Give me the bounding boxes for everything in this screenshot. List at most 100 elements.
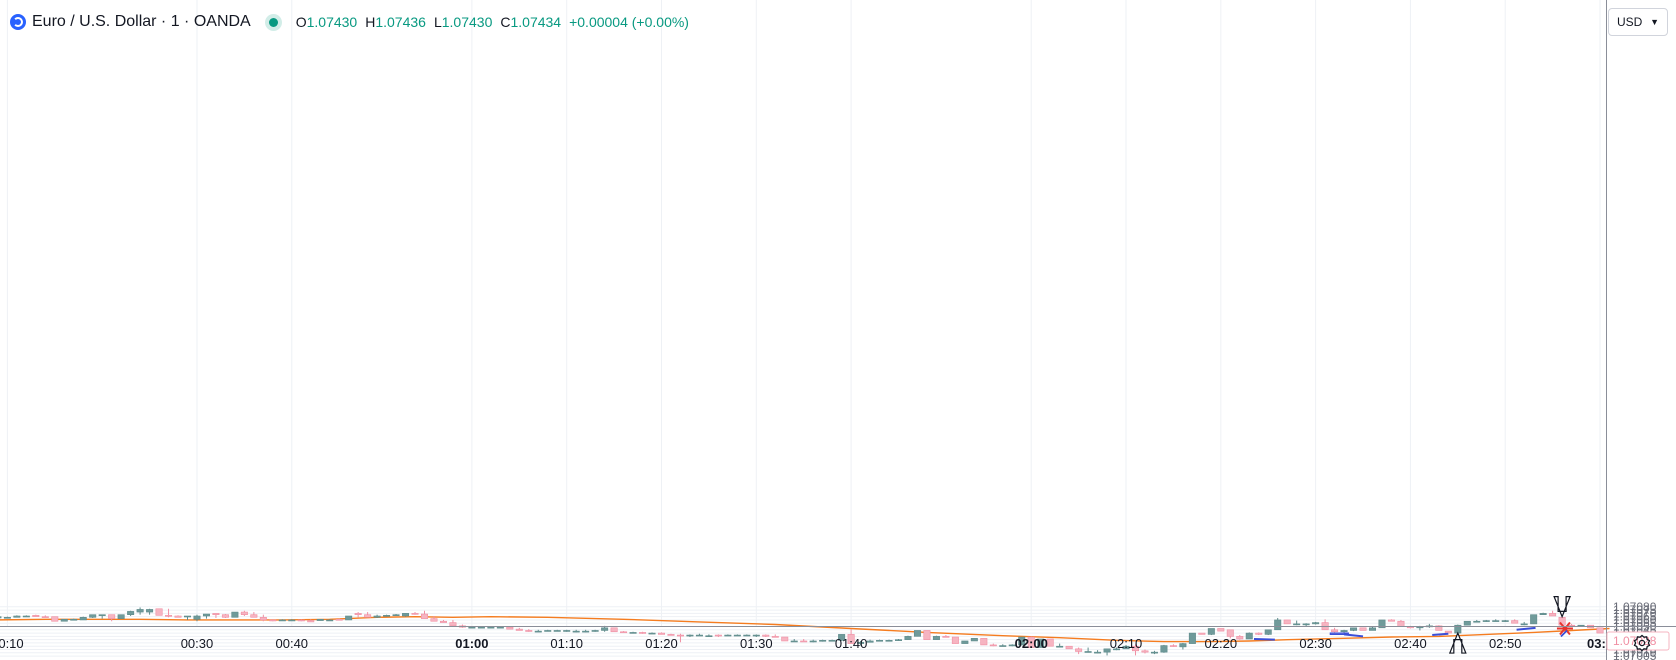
candle-body [1283, 619, 1291, 625]
candle-body [117, 614, 125, 619]
candle-body [1084, 651, 1092, 653]
candle-body [1018, 636, 1026, 646]
candle [1302, 623, 1310, 627]
candle [1539, 612, 1547, 615]
candle-body [259, 617, 267, 621]
candle [771, 634, 779, 638]
y-tick-label: 1.07065 [1613, 610, 1657, 624]
candle-body [1226, 629, 1234, 637]
candle [1160, 644, 1168, 653]
candle-body [136, 609, 144, 613]
candle-body [1274, 619, 1282, 631]
candle [354, 612, 362, 618]
market-open-dot [268, 17, 278, 27]
candle [383, 614, 391, 617]
candle-body [477, 626, 485, 629]
candle-body [231, 611, 239, 618]
candle [885, 639, 893, 642]
candle-body [904, 636, 912, 640]
candle-body [430, 618, 438, 622]
candle [667, 633, 675, 636]
candle [70, 618, 78, 621]
change-value: +0.00004 (+0.00%) [569, 14, 689, 30]
trend-line-drawing [1432, 632, 1449, 637]
candle [847, 629, 855, 644]
candle [269, 619, 277, 622]
candle-body [1340, 630, 1348, 633]
candle [923, 630, 931, 640]
candle-body [155, 608, 163, 616]
candle-body [515, 628, 523, 631]
currency-pair-icon[interactable] [10, 14, 26, 30]
candle [1226, 629, 1234, 639]
candle [686, 634, 694, 638]
candle [240, 610, 248, 616]
candle [51, 616, 59, 622]
candle [1113, 647, 1121, 651]
y-tick-label: 1.07075 [1613, 603, 1657, 617]
candle [629, 631, 637, 634]
x-tick-label: 01:00 [455, 636, 488, 651]
candle [288, 619, 296, 622]
candle-body [857, 641, 865, 644]
candle-body [1378, 619, 1386, 629]
ohlc-low: L1.07430 [433, 14, 493, 30]
trend-line-drawing [1253, 637, 1275, 641]
candle [202, 613, 210, 619]
candle [1132, 644, 1140, 656]
candle-body [506, 626, 514, 630]
candle [1283, 619, 1291, 625]
candle-body [60, 618, 68, 622]
x-tick-label: 00:40 [276, 636, 309, 651]
chevron-down-icon: ▼ [1650, 17, 1659, 27]
candle-body [3, 617, 11, 619]
candle [572, 629, 580, 633]
candle-body [240, 611, 248, 615]
currency-selector[interactable]: USD ▼ [1608, 8, 1668, 36]
candle-body [781, 636, 789, 642]
candle [155, 608, 163, 616]
candle-body [932, 636, 940, 640]
x-tick-label: 01:40 [835, 636, 868, 651]
candle-body [392, 614, 400, 616]
symbol-title[interactable]: Euro / U.S. Dollar · 1 · OANDA [32, 13, 251, 30]
x-tick-label: 02:30 [1299, 636, 1332, 651]
candle-body [601, 627, 609, 631]
candle [1511, 619, 1519, 624]
candle-body [629, 632, 637, 634]
candle [620, 631, 628, 634]
candle [819, 639, 827, 642]
y-tick-label: 1.07080 [1613, 600, 1657, 614]
candle-body [705, 635, 713, 638]
x-tick-label: 01:30 [740, 636, 773, 651]
candle [1473, 619, 1481, 623]
candle-body [544, 630, 552, 632]
candle [221, 614, 229, 618]
candle [1103, 648, 1111, 656]
candle [961, 640, 969, 644]
candle-body [1122, 645, 1130, 650]
candle [942, 635, 950, 638]
candle [743, 634, 751, 637]
candle [1482, 619, 1490, 622]
candle [648, 632, 656, 635]
candle-body [1397, 620, 1405, 627]
x-tick-label: 00:10 [0, 636, 24, 651]
settings-button[interactable] [1630, 631, 1654, 655]
candle-body [307, 620, 315, 623]
candle [193, 614, 201, 622]
candle [430, 615, 438, 622]
candle-body [1169, 645, 1177, 647]
candle-body [1596, 627, 1604, 634]
candle-body [733, 634, 741, 637]
candle-body [894, 639, 902, 641]
candle [1207, 628, 1215, 636]
ohlc-open: O1.07430 [295, 14, 358, 30]
candle-body [0, 616, 2, 619]
candle-body [923, 630, 931, 640]
candle [932, 635, 940, 640]
candle-body [648, 632, 656, 635]
candle [1046, 638, 1054, 647]
candle [724, 634, 732, 637]
